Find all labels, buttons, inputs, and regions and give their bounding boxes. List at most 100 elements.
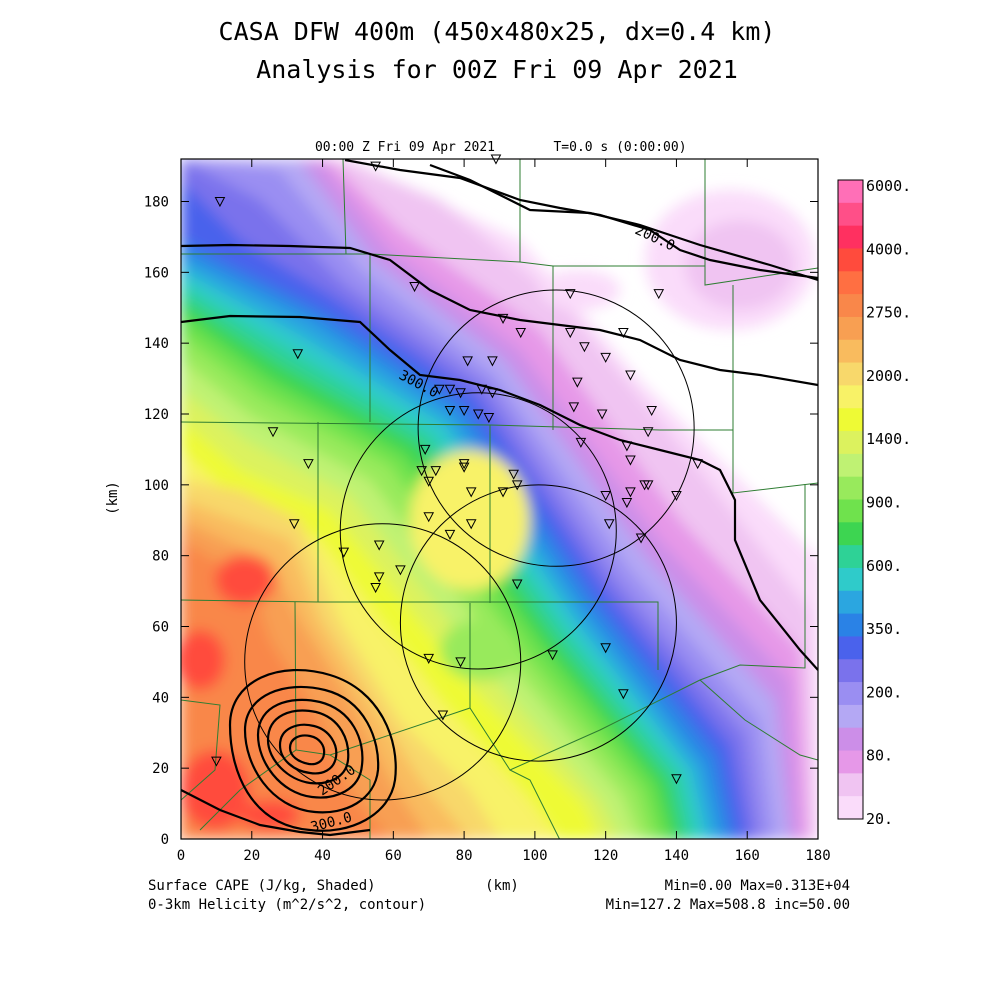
valid-time-label: 00:00 Z Fri 09 Apr 2021 xyxy=(315,140,495,155)
station-marker xyxy=(547,650,558,661)
title-line1: CASA DFW 400m (450x480x25, dx=0.4 km) xyxy=(219,17,776,46)
colorbar-label: 200. xyxy=(866,683,902,701)
colorbar-label: 20. xyxy=(866,810,893,828)
station-marker xyxy=(423,512,435,523)
colorbar-swatch xyxy=(838,225,863,249)
station-marker xyxy=(671,774,682,785)
y-tick-label: 80 xyxy=(152,549,169,565)
radar-range-ring xyxy=(244,523,522,801)
station-marker xyxy=(596,409,608,420)
station-marker xyxy=(635,533,647,544)
map-panel[interactable]: 200.0 300.0 200.0 300.0 xyxy=(175,154,820,840)
colorbar-label: 80. xyxy=(866,747,893,765)
y-tick-label: 120 xyxy=(144,407,169,423)
station-marker xyxy=(409,282,420,293)
colorbar-swatch xyxy=(838,613,863,637)
station-marker xyxy=(497,313,509,324)
station-marker xyxy=(434,384,445,395)
colorbar-swatch xyxy=(838,248,863,272)
station-marker xyxy=(487,356,498,367)
colorbar-swatch xyxy=(838,590,863,615)
station-marker xyxy=(483,413,495,424)
station-marker xyxy=(458,405,470,417)
y-tick-label: 140 xyxy=(144,336,169,352)
colorbar-swatch xyxy=(838,499,863,523)
colorbar-swatch xyxy=(838,385,863,409)
station-marker xyxy=(214,197,226,208)
station-marker xyxy=(370,583,381,594)
station-marker xyxy=(462,356,473,367)
y-tick-label: 60 xyxy=(152,620,169,636)
colorbar-label: 6000. xyxy=(866,177,911,195)
station-marker xyxy=(476,384,488,395)
station-marker xyxy=(515,328,527,339)
contour-stats-label: Min=127.2 Max=508.8 inc=50.00 xyxy=(606,897,850,913)
station-marker xyxy=(416,466,427,477)
colorbar-swatch xyxy=(838,659,863,683)
station-marker xyxy=(600,643,611,654)
colorbar-swatch xyxy=(838,271,863,295)
helicity-contours xyxy=(181,159,818,837)
station-marker xyxy=(458,459,470,470)
y-tick-label: 40 xyxy=(152,690,169,706)
y-tick-label: 180 xyxy=(144,195,169,211)
x-tick-label: 20 xyxy=(243,848,260,864)
station-marker xyxy=(692,459,704,470)
x-tick-label: 120 xyxy=(593,848,618,864)
station-marker xyxy=(211,756,222,767)
station-marker xyxy=(564,328,576,339)
colorbar-swatch xyxy=(838,362,863,386)
colorbar-label: 350. xyxy=(866,620,902,638)
station-marker xyxy=(373,572,385,583)
colorbar-swatch xyxy=(838,636,863,660)
shaded-field-label: Surface CAPE (J/kg, Shaded) xyxy=(148,878,376,894)
colorbar-swatch xyxy=(838,796,863,820)
station-marker xyxy=(579,342,590,353)
radar-rings xyxy=(244,289,695,801)
x-tick-label: 180 xyxy=(805,848,830,864)
station-marker xyxy=(618,328,629,339)
station-marker xyxy=(642,427,654,438)
colorbar-swatch xyxy=(838,727,863,752)
station-marker xyxy=(444,405,456,417)
station-marker xyxy=(575,437,587,448)
station-marker xyxy=(288,519,300,530)
station-marker xyxy=(621,441,633,452)
station-marker xyxy=(458,462,470,473)
colorbar-swatch xyxy=(838,180,863,204)
colorbar-swatch xyxy=(838,750,863,774)
station-marker xyxy=(437,710,449,721)
y-axis: 0 20 40 60 80 100 120 140 160 180 xyxy=(144,195,818,848)
station-marker xyxy=(600,352,611,363)
station-marker xyxy=(646,405,658,417)
station-marker xyxy=(671,490,682,502)
colorbar-swatch xyxy=(838,202,863,227)
colorbar-swatch xyxy=(838,316,863,341)
shaded-stats-label: Min=0.00 Max=0.313E+04 xyxy=(665,878,850,894)
station-marker xyxy=(653,289,665,300)
station-marker xyxy=(465,519,477,530)
x-tick-label: 60 xyxy=(385,848,402,864)
station-marker xyxy=(370,161,381,172)
y-tick-label: 100 xyxy=(144,478,169,494)
colorbar-label: 1400. xyxy=(866,430,911,448)
x-tick-label: 100 xyxy=(522,848,547,864)
colorbar-swatch xyxy=(838,773,863,797)
station-marker xyxy=(600,490,611,502)
station-marker xyxy=(497,487,509,498)
colorbar-swatch xyxy=(838,476,863,500)
x-axis-label: (km) xyxy=(485,878,519,894)
contour-field-label: 0-3km Helicity (m^2/s^2, contour) xyxy=(148,897,426,913)
colorbar-swatch xyxy=(838,431,863,455)
station-marker xyxy=(423,476,435,487)
map-frame xyxy=(180,158,819,840)
colorbar-frame xyxy=(837,179,864,820)
colorbar-label: 2000. xyxy=(866,367,911,385)
station-marker xyxy=(292,349,304,360)
model-time-label: T=0.0 s (0:00:00) xyxy=(553,140,686,155)
y-tick-label: 20 xyxy=(152,761,169,777)
x-axis: 0 20 40 60 80 100 120 140 160 180 xyxy=(177,159,831,864)
station-marker xyxy=(621,498,633,509)
